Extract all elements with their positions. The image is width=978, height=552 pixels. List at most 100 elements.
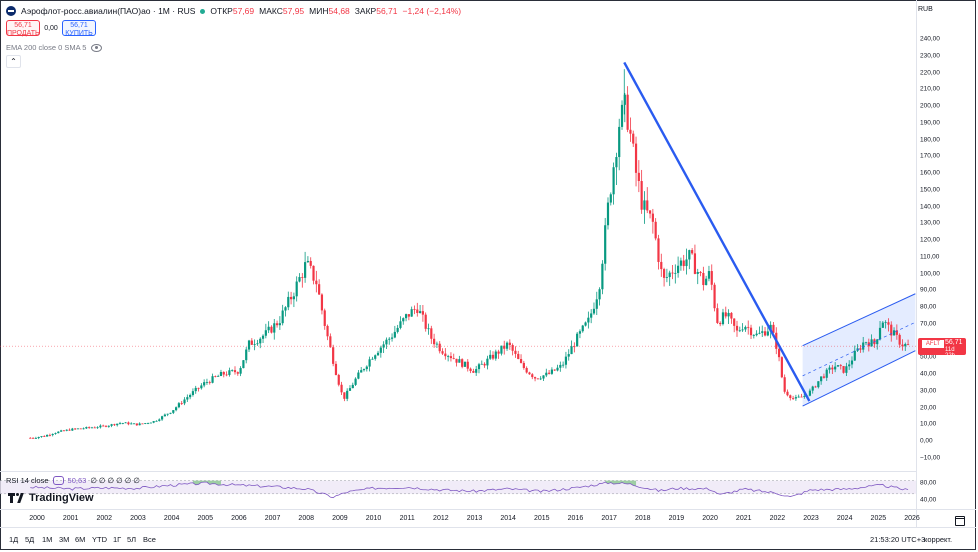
sell-button[interactable]: 56,71 ПРОДАТЬ [6,20,40,37]
time-tick-label: 2011 [399,515,415,522]
candle-body [820,376,823,382]
candle-body [54,433,57,434]
candle-body [43,436,46,437]
tradingview-icon [8,493,26,503]
candle-body [60,430,63,432]
candle-body [500,345,503,354]
candle-body [881,322,884,328]
rsi-title[interactable]: RSI 14 close [6,476,49,485]
adjust-toggle[interactable]: коррект. [924,535,953,544]
pane-separator[interactable] [0,471,916,472]
candle-body [306,260,310,263]
candle-body [853,350,856,361]
candle-body [567,354,570,357]
candle-body [304,262,307,278]
candle-body [382,344,385,348]
eye-icon[interactable] [91,43,103,52]
candle-body [550,369,554,374]
candle-body [794,397,797,399]
candle-body [836,365,840,367]
candle-body [671,272,674,274]
candle-body [654,221,657,239]
candle-body [295,281,298,297]
candle-body [657,238,660,262]
channel-mid-line [802,321,916,377]
candle-body [713,284,716,309]
price-tick-label: 230,00 [920,52,940,60]
last-price-value: 56,71 [945,339,963,346]
candle-body [141,423,144,425]
symbol-logo-icon [6,6,16,16]
candle-body [34,438,37,439]
ema-sma-label[interactable]: EMA 200 close 0 SMA 5 [6,43,87,52]
candle-body [531,374,534,378]
candle-body [247,340,251,350]
candle-body [525,367,528,373]
price-tick-label: 20,00 [920,404,937,412]
candle-body [814,386,817,388]
range-5y[interactable]: 5Л [127,535,137,544]
candle-body [466,361,469,369]
candle-body [783,377,786,392]
candle-body [273,323,276,333]
candle-body [51,433,54,436]
candle-body [634,143,638,173]
candle-body [135,423,138,426]
candle-body [876,339,879,345]
calendar-icon[interactable] [955,516,965,526]
candle-body [878,327,882,340]
symbol-title[interactable]: Аэрофлот-росс.авиалин(ПАО)ао · 1М · RUS [21,6,196,16]
candle-body [887,322,890,325]
candle-body [646,200,649,211]
candle-body [435,343,439,345]
candle-body [604,225,607,264]
range-1d[interactable]: 1Д [9,535,19,544]
candle-body [245,349,248,361]
candle-body [828,367,831,370]
time-tick-label: 2012 [433,515,449,522]
range-6m[interactable]: 6М [75,535,86,544]
candle-body [416,309,419,313]
sell-price: 56,71 [14,22,32,29]
candle-body [107,425,110,427]
clock[interactable]: 21:53:20 UTC+3 [870,535,926,544]
candle-body [236,372,239,374]
candle-body [716,308,719,323]
price-tick-label: 180,00 [920,136,940,144]
time-tick-label: 2004 [163,515,180,522]
candle-body [385,339,388,345]
candle-body [175,407,178,411]
candle-body [441,351,444,354]
candle-body [562,364,565,366]
candle-body [519,359,523,363]
rsi-pane[interactable] [0,472,916,509]
candle-body [691,250,694,254]
candle-body [166,413,169,415]
candle-body [581,325,584,332]
range-ytd[interactable]: YTD [92,535,107,544]
candle-body [508,342,511,346]
candle-body [696,272,699,274]
candle-body [211,376,214,383]
candle-body [755,333,758,336]
currency-label[interactable]: RUB [918,6,933,13]
price-axis-separator [916,0,917,527]
range-1m[interactable]: 1М [42,535,53,544]
open-value: 57,69 [232,6,255,16]
buy-button[interactable]: 56,71 КУПИТЬ [62,20,96,37]
range-1y[interactable]: 1Г [113,535,122,544]
high-label: МАКС [259,6,283,16]
range-all[interactable]: Все [143,535,156,544]
range-5d[interactable]: 5Д [25,535,35,544]
candle-body [351,384,354,389]
candle-body [449,356,453,359]
candle-body [486,358,489,366]
candle-body [376,352,380,356]
tradingview-logo[interactable]: TradingView [8,492,94,504]
rsi-settings-icon[interactable] [52,476,64,485]
price-chart[interactable] [0,0,916,471]
range-3m[interactable]: 3М [59,535,70,544]
price-tick-label: 80,00 [920,303,937,311]
collapse-legend-button[interactable]: ⌃ [6,55,21,68]
